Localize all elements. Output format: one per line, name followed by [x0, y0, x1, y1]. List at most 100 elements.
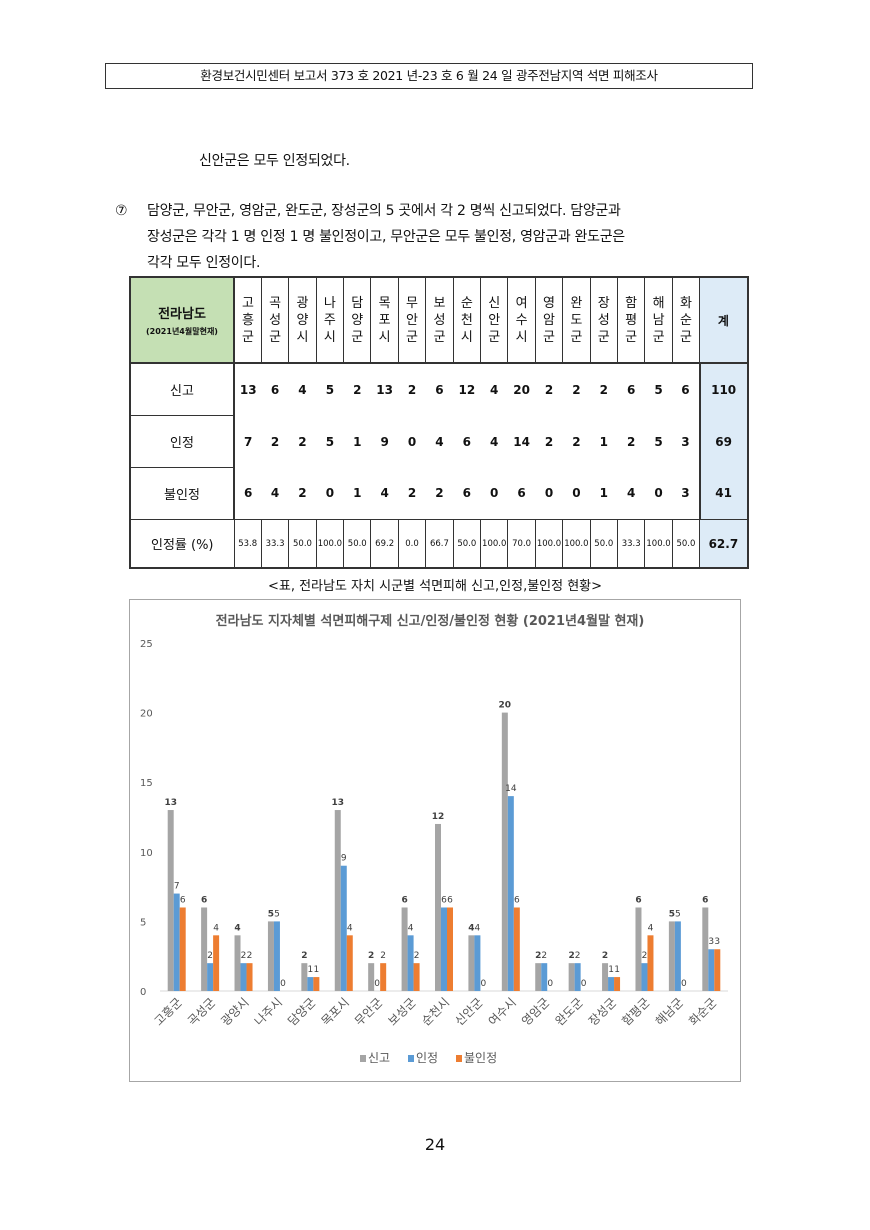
x-tick-label: 곡성군: [185, 995, 218, 1028]
table-cell: 4: [380, 486, 389, 501]
data-label: 6: [180, 895, 186, 905]
data-label: 0: [374, 979, 380, 989]
bar-chart: 전라남도 지자체별 석면피해구제 신고/인정/불인정 현황 (2021년4월말 …: [129, 599, 741, 1082]
legend-swatch: [360, 1055, 366, 1062]
bar-신고: [167, 810, 174, 991]
paragraph-number: ⑦: [115, 203, 128, 219]
chart-svg: 전라남도 지자체별 석면피해구제 신고/인정/불인정 현황 (2021년4월말 …: [140, 613, 728, 1065]
row-total-cell: 41: [698, 467, 748, 520]
bar-인정: [307, 977, 314, 991]
bar-인정: [541, 963, 548, 991]
column-header-char: 시: [378, 329, 391, 345]
table-cell: 2: [572, 382, 581, 397]
table-cell: 3: [681, 434, 690, 449]
report-header: 환경보건시민센터 보고서 373 호 2021 년-23 호 6 월 24 일 …: [105, 63, 753, 89]
column-header-char: 목: [378, 295, 391, 311]
chart-title: 전라남도 지자체별 석면피해구제 신고/인정/불인정 현황 (2021년4월말 …: [216, 613, 645, 629]
data-label: 2: [575, 951, 581, 961]
data-label: 6: [514, 895, 520, 905]
table-cell: 13: [239, 382, 257, 397]
data-label: 13: [164, 798, 177, 808]
table-cell: 2: [407, 382, 417, 397]
table-cell: 50.0: [671, 519, 701, 569]
column-header-char: 군: [351, 329, 364, 345]
column-header-char: 시: [460, 329, 473, 345]
data-label: 6: [447, 895, 453, 905]
data-label: 4: [468, 923, 474, 933]
x-tick-label: 나주시: [252, 995, 285, 1028]
data-label: 20: [499, 701, 512, 711]
column-header-char: 고: [241, 295, 254, 311]
data-label: 1: [614, 965, 620, 975]
column-header-char: 흥: [241, 312, 254, 328]
column-header-char: 군: [433, 329, 446, 345]
table-cell: 6: [626, 382, 636, 397]
bar-불인정: [447, 907, 453, 991]
table-cell: 100.0: [644, 519, 673, 569]
data-label: 2: [241, 951, 247, 961]
corner-title: 전라남도: [158, 307, 206, 322]
table-cell: 6: [270, 382, 280, 397]
table-cell: 12: [458, 382, 476, 397]
bar-불인정: [513, 907, 520, 991]
column-header-char: 장: [597, 295, 610, 311]
x-tick-label: 담양군: [285, 995, 318, 1028]
bar-신고: [468, 935, 475, 991]
column-header-char: 양: [351, 312, 364, 328]
column-header-char: 시: [515, 329, 528, 345]
data-label: 12: [432, 812, 445, 822]
data-label: 0: [280, 979, 286, 989]
table-cell: 6: [462, 486, 471, 501]
data-label: 2: [207, 951, 213, 961]
intro-line: 신안군은 모두 인정되었다.: [199, 153, 350, 169]
table-cell: 6: [462, 434, 471, 449]
column-header-char: 보: [433, 295, 446, 311]
table-cell: 5: [325, 382, 335, 397]
column-header-char: 영: [543, 295, 555, 311]
data-label: 2: [602, 951, 608, 961]
column-header-char: 성: [433, 312, 446, 328]
page-number: 24: [424, 1135, 446, 1154]
table-cell: 20: [513, 382, 530, 397]
table-cell: 4: [626, 486, 636, 501]
data-label: 3: [708, 937, 714, 947]
table-cell: 0.0: [397, 519, 427, 569]
bar-불인정: [213, 935, 220, 991]
column-header-char: 군: [406, 329, 419, 345]
bar-신고: [368, 963, 375, 991]
legend-swatch: [456, 1055, 462, 1062]
bar-인정: [240, 963, 247, 991]
bar-신고: [501, 712, 508, 991]
data-label: 5: [675, 909, 681, 919]
bar-인정: [674, 921, 681, 991]
y-tick-label: 0: [140, 987, 146, 998]
data-label: 2: [414, 951, 420, 961]
column-header-char: 수: [515, 312, 528, 328]
column-header-char: 군: [625, 329, 638, 345]
table-cell: 66.7: [425, 519, 454, 569]
bar-인정: [574, 963, 581, 991]
data-label: 4: [347, 923, 353, 933]
column-header-char: 양: [296, 312, 309, 328]
column-header-char: 안: [488, 312, 501, 328]
bar-인정: [474, 935, 481, 991]
y-tick-label: 5: [140, 917, 146, 928]
total-column-header: 계: [699, 276, 749, 364]
data-label: 5: [669, 909, 675, 919]
bar-인정: [441, 907, 447, 991]
bar-인정: [608, 977, 615, 991]
x-tick-label: 완도군: [552, 995, 585, 1028]
data-label: 4: [475, 923, 481, 933]
data-label: 6: [635, 895, 641, 905]
table-cell: 1: [353, 434, 362, 449]
data-label: 2: [535, 951, 541, 961]
x-tick-label: 보성군: [385, 995, 418, 1028]
bar-불인정: [380, 963, 387, 991]
column-header-char: 성: [597, 312, 610, 328]
table-cell: 6: [244, 486, 253, 501]
